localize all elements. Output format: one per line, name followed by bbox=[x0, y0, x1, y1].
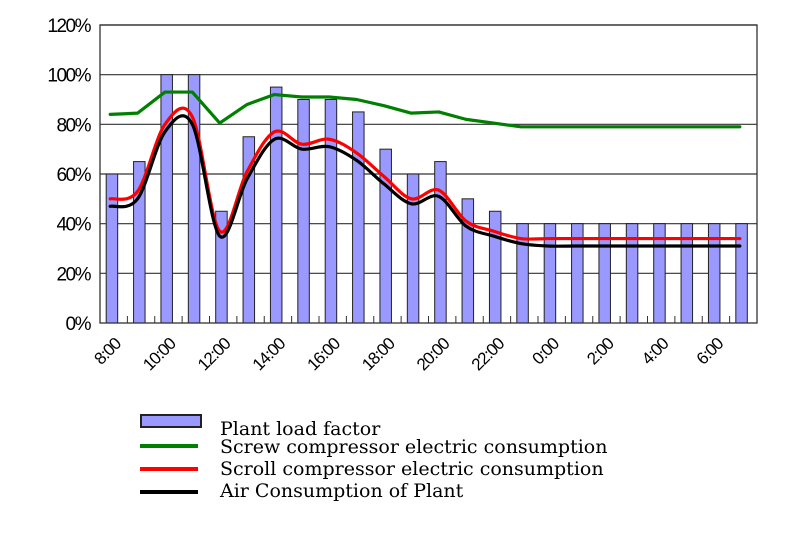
x-tick-label: 16:00 bbox=[304, 334, 344, 374]
x-tick-label: 14:00 bbox=[249, 334, 289, 374]
x-tick-label: 12:00 bbox=[194, 334, 234, 374]
x-tick-label: 8:00 bbox=[91, 334, 125, 368]
line-series bbox=[108, 90, 742, 248]
y-tick-label: 120% bbox=[47, 16, 91, 37]
bar bbox=[324, 99, 338, 324]
bar bbox=[160, 74, 173, 324]
axes bbox=[99, 24, 758, 324]
y-axis-ticks: 0% 20% 40% 60% 80% 100% 120% bbox=[47, 16, 93, 335]
bar bbox=[297, 99, 310, 324]
bar bbox=[352, 111, 365, 324]
legend-label: Scroll compressor electric consumption bbox=[220, 458, 604, 480]
legend-swatch-line bbox=[140, 444, 198, 448]
x-tick-label: 22:00 bbox=[468, 334, 508, 374]
x-tick-label: 2:00 bbox=[583, 334, 617, 368]
series-line-screw-compressor-electric-consumption bbox=[108, 90, 742, 129]
x-tick-label: 10:00 bbox=[139, 334, 179, 374]
legend-label: Screw compressor electric consumption bbox=[220, 436, 608, 458]
bar bbox=[269, 86, 283, 324]
x-axis-ticks: 8:00 10:00 12:00 14:00 16:00 18:00 20:00 22:00 0… bbox=[91, 334, 728, 374]
x-tick-label: 6:00 bbox=[693, 334, 727, 368]
legend-swatch-line bbox=[140, 467, 198, 471]
bar bbox=[242, 136, 256, 324]
x-tick-label: 0:00 bbox=[529, 334, 563, 368]
bar bbox=[488, 210, 502, 324]
legend-swatch-bar bbox=[140, 414, 202, 428]
x-tick-label: 4:00 bbox=[638, 334, 672, 368]
y-tick-label: 0% bbox=[66, 314, 92, 335]
x-tick-label: 20:00 bbox=[413, 334, 453, 374]
y-tick-label: 40% bbox=[56, 215, 91, 236]
legend-swatch-line bbox=[140, 490, 198, 494]
bar bbox=[105, 173, 119, 324]
chart: 0% 20% 40% 60% 80% 100% 120% 8:00 10:00 12:00 14:… bbox=[47, 16, 758, 374]
y-tick-label: 100% bbox=[47, 66, 91, 87]
legend-label: Plant load factor bbox=[220, 418, 381, 440]
y-tick-label: 60% bbox=[56, 165, 91, 186]
y-tick-label: 80% bbox=[56, 115, 91, 136]
bar bbox=[434, 161, 447, 324]
legend-label: Air Consumption of Plant bbox=[220, 480, 464, 502]
series-line-air-consumption-of-plant bbox=[108, 114, 742, 248]
y-tick-label: 20% bbox=[56, 264, 91, 285]
x-tick-label: 18:00 bbox=[358, 334, 398, 374]
